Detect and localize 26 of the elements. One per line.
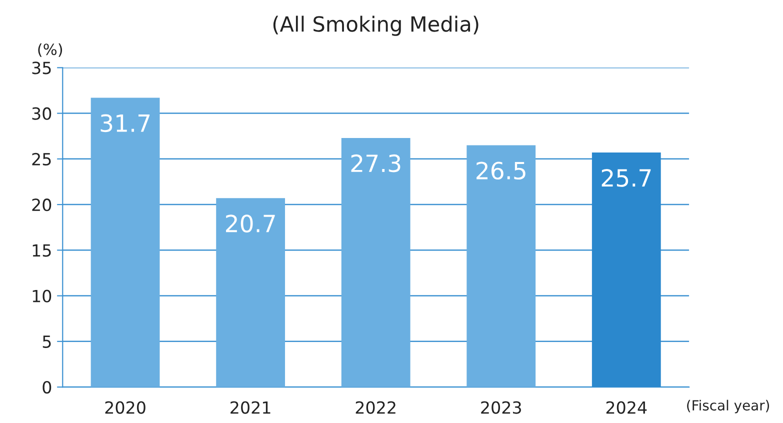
x-tick-label: 2024 xyxy=(606,401,647,414)
x-axis-title: (Fiscal year) xyxy=(687,400,770,414)
chart-title: (All Smoking Media) xyxy=(273,16,478,36)
y-tick-label: 30 xyxy=(32,107,52,120)
data-label: 31.7 xyxy=(100,114,150,132)
data-label: 25.7 xyxy=(602,168,651,187)
y-tick-label: 0 xyxy=(42,381,52,394)
y-tick-label: 15 xyxy=(32,244,51,257)
y-tick-label: 25 xyxy=(32,152,51,166)
bar xyxy=(341,138,410,388)
data-label: 20.7 xyxy=(226,214,275,232)
y-axis-title: (%) xyxy=(38,43,62,57)
bar xyxy=(90,98,160,388)
y-tick-label: 20 xyxy=(32,198,52,212)
x-tick-label: 2021 xyxy=(230,401,270,414)
x-tick-label: 2020 xyxy=(105,401,146,414)
bar xyxy=(592,152,661,388)
bar xyxy=(466,145,536,388)
bar xyxy=(216,198,286,388)
y-tick-label: 10 xyxy=(32,290,52,302)
x-tick-label: 2022 xyxy=(356,401,396,414)
y-tick-label: 35 xyxy=(32,62,51,74)
data-label: 27.3 xyxy=(351,154,400,172)
y-tick-label: 5 xyxy=(42,336,51,348)
data-label: 26.5 xyxy=(476,162,526,180)
x-tick-label: 2023 xyxy=(481,401,521,414)
